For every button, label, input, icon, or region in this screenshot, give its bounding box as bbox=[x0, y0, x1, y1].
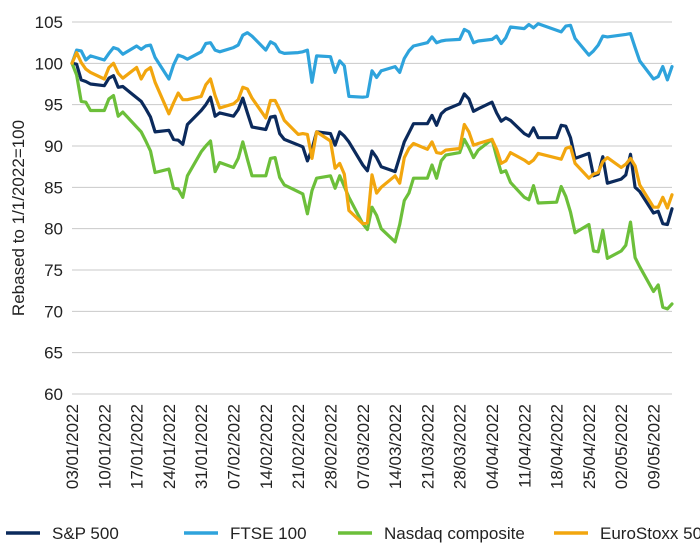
x-tick-label: 31/01/2022 bbox=[192, 404, 211, 489]
x-tick-label: 14/02/2022 bbox=[257, 404, 276, 489]
series-line-ftse-100 bbox=[70, 22, 674, 99]
x-tick-label: 28/03/2022 bbox=[451, 404, 470, 489]
y-tick-label: 70 bbox=[44, 302, 63, 321]
x-tick-label: 07/03/2022 bbox=[354, 404, 373, 489]
y-tick-label: 80 bbox=[44, 220, 63, 239]
x-tick-label: 24/01/2022 bbox=[160, 404, 179, 489]
x-tick-label: 28/02/2022 bbox=[321, 404, 340, 489]
x-tick-label: 04/04/2022 bbox=[483, 404, 502, 489]
legend-label-s-p-500: S&P 500 bbox=[52, 524, 119, 543]
x-tick-label: 14/03/2022 bbox=[386, 404, 405, 489]
series-line-nasdaq-composite bbox=[70, 61, 674, 311]
x-tick-label: 25/04/2022 bbox=[580, 404, 599, 489]
x-tick-label: 07/02/2022 bbox=[225, 404, 244, 489]
series-line-eurostoxx-50 bbox=[70, 51, 674, 226]
x-tick-label: 10/01/2022 bbox=[95, 404, 114, 489]
y-tick-label: 60 bbox=[44, 385, 63, 404]
x-tick-label: 21/02/2022 bbox=[289, 404, 308, 489]
y-axis-title: Rebased to 1/1/2022=100 bbox=[9, 120, 28, 316]
y-tick-label: 95 bbox=[44, 96, 63, 115]
legend-label-ftse-100: FTSE 100 bbox=[230, 524, 307, 543]
x-tick-label: 03/01/2022 bbox=[63, 404, 82, 489]
x-tick-label: 21/03/2022 bbox=[418, 404, 437, 489]
y-tick-label: 105 bbox=[35, 13, 63, 32]
legend-label-eurostoxx-50: EuroStoxx 50 bbox=[600, 524, 700, 543]
y-tick-label: 90 bbox=[44, 137, 63, 156]
y-tick-label: 85 bbox=[44, 178, 63, 197]
legend-label-nasdaq-composite: Nasdaq composite bbox=[384, 524, 525, 543]
x-tick-label: 11/04/2022 bbox=[515, 404, 534, 488]
x-tick-label: 09/05/2022 bbox=[645, 404, 664, 489]
x-tick-label: 17/01/2022 bbox=[128, 404, 147, 489]
series-lines bbox=[70, 22, 674, 311]
y-axis-tick-labels: 60 65 70 75 80 85 90 95 100 105 bbox=[35, 13, 63, 404]
y-tick-label: 100 bbox=[35, 54, 63, 73]
legend: S&P 500 FTSE 100 Nasdaq composite EuroStoxx… bbox=[6, 524, 700, 543]
y-tick-label: 75 bbox=[44, 261, 63, 280]
y-tick-label: 65 bbox=[44, 344, 63, 363]
x-axis-tick-labels: 03/01/2022 10/01/2022 17/01/2022 24/01/2022… bbox=[63, 404, 664, 489]
series-line-s-p-500 bbox=[70, 61, 674, 227]
x-tick-label: 02/05/2022 bbox=[612, 404, 631, 489]
x-tick-label: 18/04/2022 bbox=[548, 404, 567, 489]
